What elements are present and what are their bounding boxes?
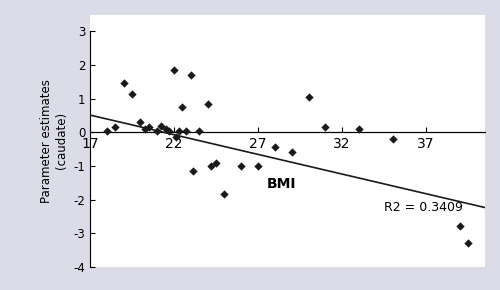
Point bbox=[456, 224, 464, 229]
Point bbox=[304, 95, 312, 99]
Point bbox=[188, 168, 196, 173]
Point bbox=[170, 68, 178, 72]
Point bbox=[220, 192, 228, 197]
Point bbox=[271, 145, 279, 150]
Point bbox=[120, 81, 128, 86]
Text: R2 = 0.3409: R2 = 0.3409 bbox=[384, 202, 463, 214]
Point bbox=[111, 125, 119, 130]
Point bbox=[175, 128, 183, 133]
Point bbox=[136, 120, 144, 124]
Text: BMI: BMI bbox=[266, 177, 296, 191]
Point bbox=[464, 241, 472, 246]
Point bbox=[238, 164, 246, 168]
Point bbox=[182, 128, 190, 133]
Point bbox=[153, 128, 161, 133]
Point bbox=[254, 164, 262, 168]
Point bbox=[187, 73, 195, 77]
Point bbox=[388, 137, 396, 141]
Y-axis label: Parameter estimates
(caudate): Parameter estimates (caudate) bbox=[40, 79, 68, 203]
Point bbox=[212, 160, 220, 165]
Point bbox=[207, 164, 215, 168]
Point bbox=[156, 123, 164, 128]
Point bbox=[128, 91, 136, 96]
Point bbox=[178, 105, 186, 109]
Point bbox=[204, 101, 212, 106]
Point bbox=[355, 126, 363, 131]
Point bbox=[142, 126, 150, 131]
Point bbox=[165, 128, 173, 133]
Point bbox=[322, 125, 330, 130]
Point bbox=[103, 128, 111, 133]
Point bbox=[288, 150, 296, 155]
Point bbox=[145, 125, 153, 130]
Point bbox=[172, 135, 179, 139]
Point bbox=[162, 126, 170, 131]
Point bbox=[196, 128, 203, 133]
